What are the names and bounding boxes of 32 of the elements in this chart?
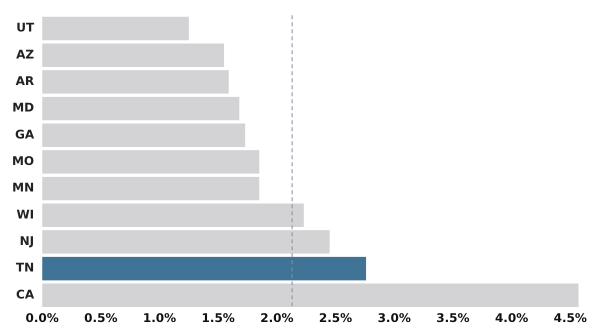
y-tick-label: WI — [16, 207, 34, 222]
x-tick-label: 2.5% — [318, 310, 352, 325]
bar — [42, 16, 189, 40]
y-tick-label: TN — [16, 260, 34, 275]
x-tick-label: 1.0% — [142, 310, 176, 325]
x-tick-label: 3.5% — [436, 310, 470, 325]
y-tick-label: MO — [12, 154, 34, 168]
y-tick-label: NJ — [20, 234, 34, 248]
x-tick-label: 1.5% — [202, 310, 235, 325]
y-tick-label: MD — [12, 100, 34, 115]
bar — [42, 150, 260, 174]
bar — [42, 176, 260, 200]
y-tick-label: GA — [15, 127, 35, 142]
x-tick-label: 3.0% — [378, 310, 411, 325]
y-tick-label: AR — [16, 74, 34, 88]
bar — [42, 204, 304, 227]
bar — [42, 284, 578, 307]
x-tick-label: 2.0% — [260, 310, 294, 325]
bar — [42, 123, 246, 147]
x-tick-label: 0.5% — [84, 310, 118, 325]
bar — [42, 70, 229, 94]
bar — [42, 43, 224, 67]
x-tick-label: 0.0% — [26, 310, 59, 325]
bar — [42, 230, 330, 254]
y-tick-label: MN — [12, 180, 34, 195]
x-tick-label: 4.0% — [494, 310, 528, 325]
bar — [42, 96, 240, 120]
x-tick-label: 4.5% — [554, 310, 587, 325]
y-tick-label: AZ — [16, 47, 34, 62]
y-tick-label: CA — [16, 287, 35, 302]
bar — [42, 256, 366, 280]
y-tick-label: UT — [16, 20, 35, 35]
